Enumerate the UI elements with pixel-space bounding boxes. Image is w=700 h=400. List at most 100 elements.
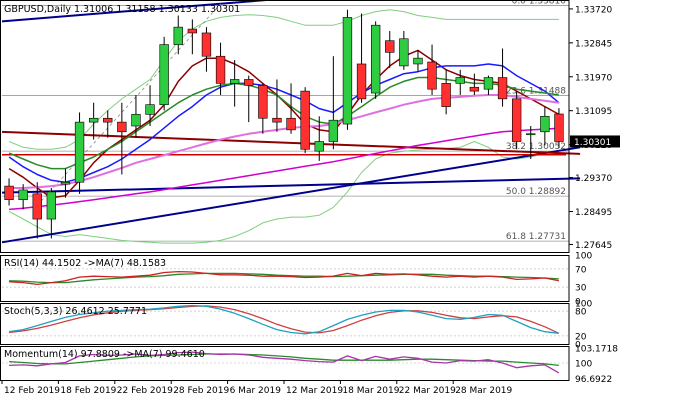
y-tick-label: 0 [575,341,581,351]
candle-body [215,55,226,84]
candle-body [300,90,310,150]
candle-body [117,121,127,133]
y-tick-label: 30 [575,284,587,294]
x-tick-label: 12 Mar 2019 [286,386,343,396]
panel-title: RSI(14) 44.1502 ->MA(7) 48.1583 [4,258,166,269]
main-frame [0,0,570,253]
candle-body [526,133,536,136]
momentum-panel: 103.1718 100 96.6922 Momentum(14) 97.8809 -… [0,345,618,385]
y-tick-label: 103.1718 [575,345,618,355]
main-title: GBPUSD,Daily 1.31006 1.31158 1.30133 1.3… [4,4,240,15]
y-tick-label: 1.31095 [575,107,612,117]
candle-body [413,57,423,65]
ma-ma_green [8,76,560,170]
x-tick-label: 12 Feb 2019 [4,386,60,396]
fib-label: 50.0 1.28892 [506,187,566,197]
stoch-k-line [9,304,559,335]
panel-frame [0,346,570,381]
candle-body [46,191,57,220]
candle-body [187,28,198,34]
candle-body [469,86,480,92]
candle-body [145,104,155,115]
candle-body [159,44,169,105]
y-tick-label: 100 [575,300,592,310]
candle-body [18,189,28,200]
bollinger-lower [8,141,559,244]
ma-ma_violet [9,94,560,189]
candle-body [258,84,268,119]
candle-body [32,193,42,220]
candle-body [229,79,240,84]
candle-body [385,40,395,53]
trendline-lower_trend [1,146,581,244]
candle-body [244,79,254,86]
current-price-box [570,135,620,148]
panel-frame [0,255,570,302]
trendline-upper_channel [1,0,280,23]
candle-body [554,113,564,142]
x-tick-label: 22 Feb 2019 [117,386,173,396]
ma-ma_dark_red [8,49,560,199]
y-tick-label: 0 [575,298,581,308]
candle-body [356,63,367,100]
x-tick-label: 28 Mar 2019 [455,386,512,396]
x-axis: 12 Feb 2019 18 Feb 2019 22 Feb 2019 28 Feb … [1,380,513,396]
x-tick-label: 28 Feb 2019 [173,386,229,396]
candle-body [328,119,339,142]
fib-label: 61.8 1.27731 [506,232,566,242]
x-tick-label: 18 Mar 2019 [342,386,399,396]
y-tick-label: 1.29370 [575,174,612,184]
y-tick-label: 100 [575,252,592,262]
panel-title: Momentum(14) 97.8809 ->MA(7) 99.4610 [4,349,205,360]
x-tick-label: 6 Mar 2019 [230,386,282,396]
candle-body [540,116,550,133]
panel-title: Stoch(5,3,3) 26.4612 25.7771 [4,306,147,317]
current-price-label: 1.30301 [574,138,611,148]
y-tick-label: 1.27645 [575,241,612,251]
candle-body [286,117,296,131]
ma-ma_magenta [9,127,559,211]
y-tick-label: 20 [575,332,587,342]
y-tick-label: 80 [575,308,587,318]
candle-body [370,24,381,94]
fib-label: 0.0 1.33810 [512,0,567,6]
y-tick-label: 70 [575,265,587,275]
y-tick-label: 100 [575,360,592,370]
y-tick-label: 1.28495 [575,208,612,218]
panel-frame [0,303,570,345]
candle-body [4,185,14,200]
candle-body [272,117,282,123]
candle-body [173,26,183,45]
candle-body [399,38,409,67]
momentum-line [9,351,560,374]
rsi-line [9,270,560,286]
x-tick-label: 22 Mar 2019 [399,386,456,396]
candle-body [483,77,494,90]
x-tick-label: 18 Feb 2019 [60,386,116,396]
ma-ma_blue [8,63,560,183]
candle-body [441,83,451,107]
trendline-dark_red_flat [1,130,581,155]
candle-body [511,98,522,142]
candle-body [497,77,508,100]
rsi-ma-line [9,272,559,284]
bollinger-upper [8,9,559,150]
candle-body [131,114,141,127]
candle-body [60,181,71,185]
trendline-horizontal_blue [1,177,581,194]
candle-body [201,32,212,57]
candle-body [103,117,113,123]
candle-body [314,141,324,152]
fib-label: 38.2 1.30052 [506,142,566,152]
candle-body [427,61,437,90]
y-tick-label: 96.6922 [575,375,612,385]
y-tick-label: 1.31970 [575,73,612,83]
y-tick-label: 1.32845 [575,39,612,49]
candle-body [74,121,85,183]
candle-body [342,17,353,125]
y-tick-label: 1.33720 [575,5,612,15]
rsi-panel: 100 70 30 0 RSI(14) 44.1502 ->MA(7) 48.1583 [0,252,592,308]
